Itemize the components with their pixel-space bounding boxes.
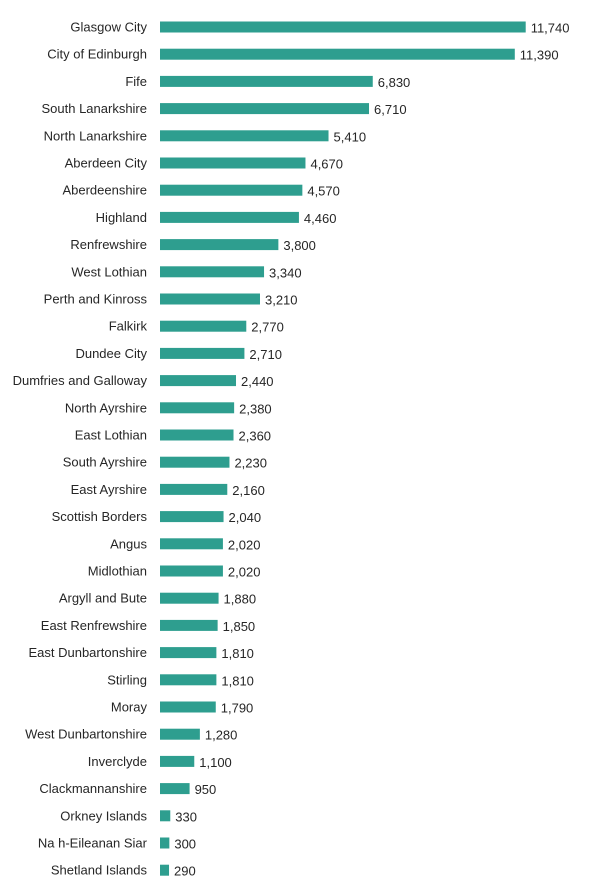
bar xyxy=(160,619,218,631)
bar xyxy=(160,701,216,713)
category-label: South Ayrshire xyxy=(63,455,147,470)
bar xyxy=(160,211,299,223)
category-label: East Dunbartonshire xyxy=(28,645,147,660)
value-label: 1,810 xyxy=(221,673,254,688)
value-label: 1,880 xyxy=(224,592,257,607)
category-label: Renfrewshire xyxy=(70,237,147,252)
bar xyxy=(160,538,223,550)
bar xyxy=(160,184,303,196)
category-label: Glasgow City xyxy=(70,20,147,35)
bar xyxy=(160,130,329,142)
value-label: 2,440 xyxy=(241,374,274,389)
bar xyxy=(160,375,237,387)
bars-layer: Glasgow City 11,740 City of Edinburgh 11,39… xyxy=(13,20,570,879)
category-label: North Ayrshire xyxy=(65,400,147,415)
value-label: 4,670 xyxy=(310,157,343,172)
bar xyxy=(160,864,170,876)
value-label: 2,160 xyxy=(232,483,265,498)
value-label: 950 xyxy=(195,782,217,797)
value-label: 11,390 xyxy=(520,48,559,63)
category-label: Orkney Islands xyxy=(60,808,147,823)
category-label: West Dunbartonshire xyxy=(25,727,147,742)
bar xyxy=(160,674,217,686)
category-label: East Lothian xyxy=(75,428,147,443)
category-label: Midlothian xyxy=(88,564,147,579)
value-label: 1,850 xyxy=(223,619,256,634)
value-label: 11,740 xyxy=(531,21,570,36)
value-label: 2,770 xyxy=(251,320,284,335)
bar xyxy=(160,810,171,822)
value-label: 3,800 xyxy=(283,238,316,253)
value-label: 1,790 xyxy=(221,701,254,716)
value-label: 3,210 xyxy=(265,293,298,308)
category-label: East Renfrewshire xyxy=(41,618,147,633)
value-label: 1,810 xyxy=(221,646,254,661)
value-label: 2,360 xyxy=(239,429,272,444)
bar xyxy=(160,728,200,740)
category-label: Shetland Islands xyxy=(51,863,148,878)
bar xyxy=(160,103,370,115)
bar xyxy=(160,293,260,305)
category-label: Argyll and Bute xyxy=(59,591,147,606)
bar xyxy=(160,483,228,495)
value-label: 290 xyxy=(174,864,196,879)
value-label: 2,020 xyxy=(228,565,261,580)
value-label: 1,280 xyxy=(205,728,238,743)
value-label: 2,020 xyxy=(228,537,261,552)
category-label: Aberdeenshire xyxy=(62,183,147,198)
bar xyxy=(160,320,247,332)
category-label: Angus xyxy=(110,536,147,551)
bar xyxy=(160,647,217,659)
value-label: 330 xyxy=(175,809,197,824)
bar xyxy=(160,239,279,251)
value-label: 4,570 xyxy=(307,184,340,199)
bar xyxy=(160,75,373,87)
value-label: 2,230 xyxy=(234,456,267,471)
value-label: 2,040 xyxy=(229,510,262,525)
category-label: Perth and Kinross xyxy=(44,292,148,307)
category-label: Clackmannanshire xyxy=(39,781,147,796)
bar xyxy=(160,837,170,849)
bar xyxy=(160,783,190,795)
category-label: Stirling xyxy=(107,672,147,687)
bar xyxy=(160,347,245,359)
bar xyxy=(160,592,219,604)
value-label: 1,100 xyxy=(199,755,232,770)
bar xyxy=(160,402,235,414)
category-label: South Lanarkshire xyxy=(41,101,147,116)
value-label: 2,380 xyxy=(239,401,272,416)
bar xyxy=(160,429,234,441)
category-label: Inverclyde xyxy=(88,754,147,769)
category-label: Moray xyxy=(111,700,148,715)
category-label: Na h-Eileanan Siar xyxy=(38,836,148,851)
value-label: 3,340 xyxy=(269,265,302,280)
category-label: Falkirk xyxy=(109,319,148,334)
value-label: 4,460 xyxy=(304,211,337,226)
value-label: 6,710 xyxy=(374,102,407,117)
category-label: East Ayrshire xyxy=(71,482,147,497)
category-label: Fife xyxy=(125,74,147,89)
category-label: Aberdeen City xyxy=(65,156,148,171)
value-label: 300 xyxy=(174,837,196,852)
category-label: North Lanarkshire xyxy=(44,128,147,143)
category-label: Highland xyxy=(96,210,147,225)
bar xyxy=(160,21,526,33)
value-label: 6,830 xyxy=(378,75,411,90)
category-label: West Lothian xyxy=(71,264,147,279)
bar xyxy=(160,157,306,169)
category-label: City of Edinburgh xyxy=(47,47,147,62)
bar xyxy=(160,48,515,60)
bar xyxy=(160,565,223,577)
category-label: Dundee City xyxy=(75,346,147,361)
bar xyxy=(160,755,195,767)
bar xyxy=(160,456,230,468)
value-label: 5,410 xyxy=(334,129,367,144)
category-label: Dumfries and Galloway xyxy=(13,373,148,388)
bar xyxy=(160,266,265,278)
bar xyxy=(160,511,224,523)
value-label: 2,710 xyxy=(249,347,282,362)
category-label: Scottish Borders xyxy=(52,509,148,524)
